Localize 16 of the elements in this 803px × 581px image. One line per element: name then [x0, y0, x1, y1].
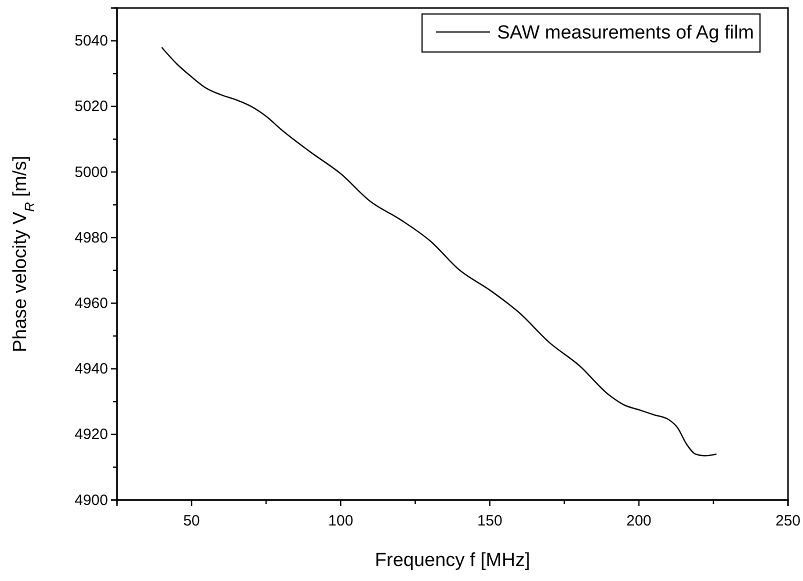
x-tick-label: 100	[328, 512, 354, 530]
y-tick-label: 4920	[74, 426, 108, 444]
y-tick-label: 4940	[74, 360, 108, 378]
y-tick-label: 5000	[74, 164, 108, 181]
x-axis-title: Frequency f [MHz]	[374, 550, 530, 571]
x-tick-label: 50	[183, 512, 200, 530]
x-tick-label: 250	[775, 512, 801, 530]
y-tick-label: 4900	[74, 492, 108, 509]
line-series	[161, 46, 718, 456]
y-tick-label: 4980	[74, 229, 108, 246]
x-tick-label: 200	[626, 512, 652, 530]
x-tick-label: 150	[477, 512, 502, 530]
legend-label: SAW measurements of Ag film	[497, 22, 754, 44]
y-tick-label: 5020	[74, 98, 108, 116]
y-tick-label: 5040	[74, 32, 108, 50]
y-tick-label: 4960	[74, 295, 108, 312]
